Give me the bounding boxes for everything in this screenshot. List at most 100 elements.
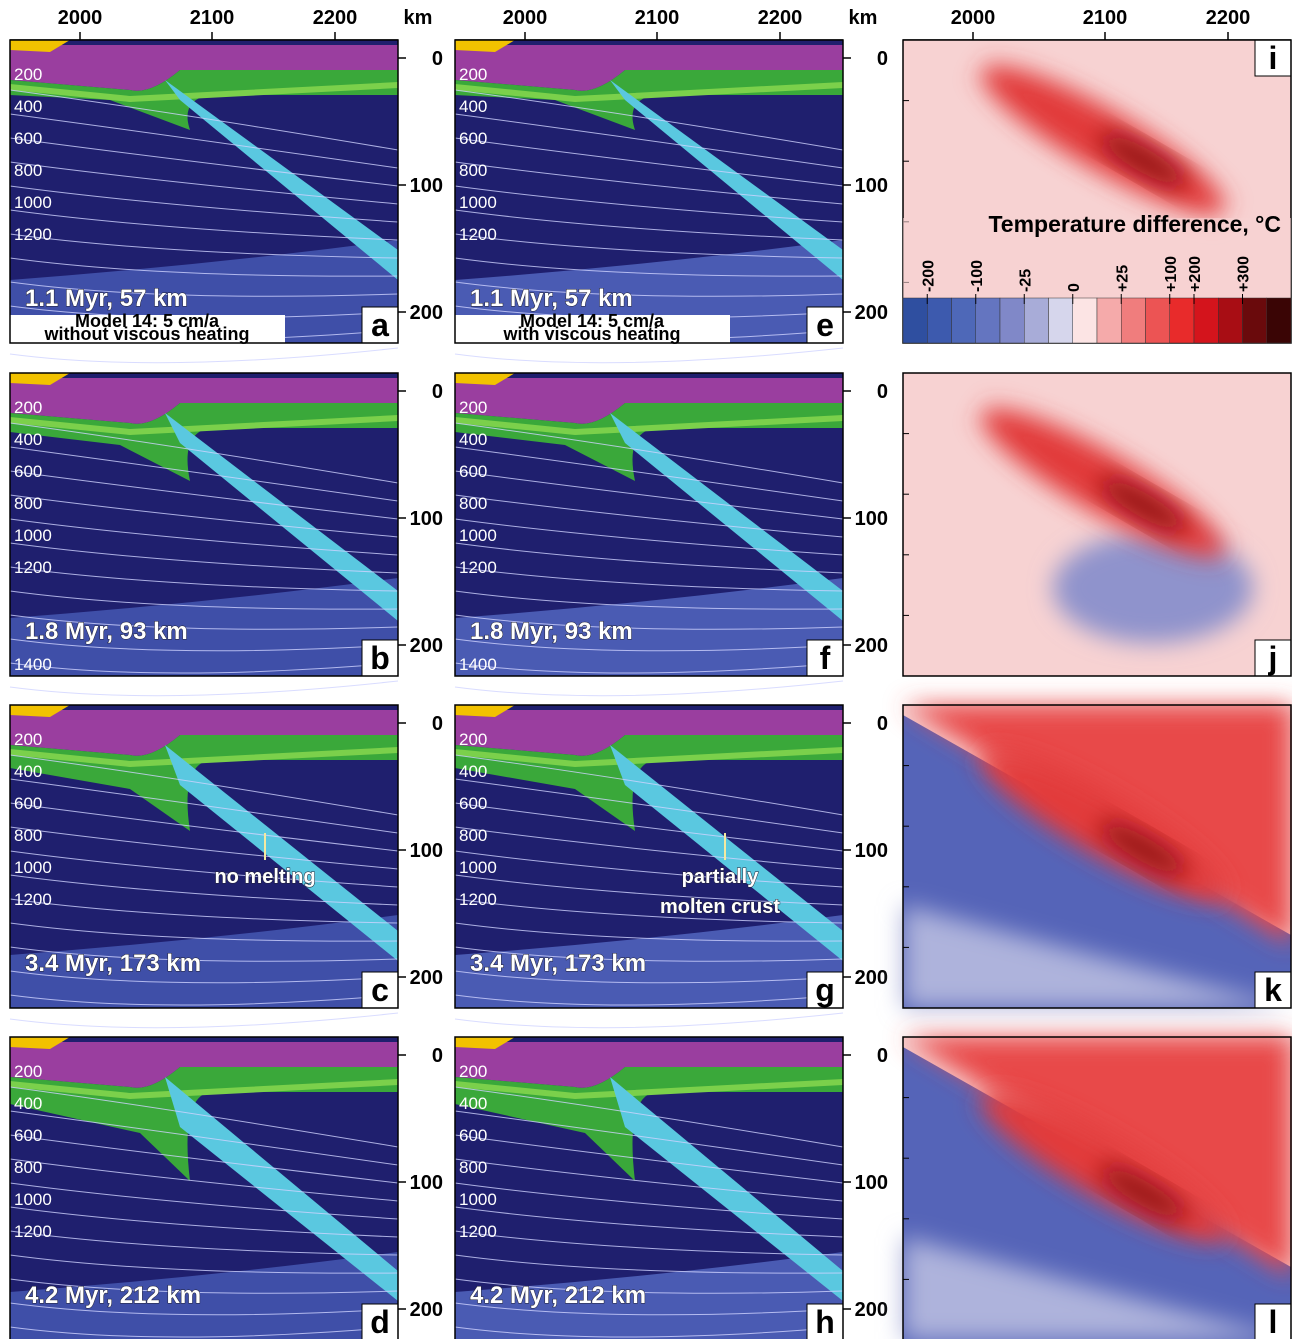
colorbar-cell	[952, 298, 976, 343]
depth-label: 0	[877, 1045, 888, 1067]
depth-label: 200	[855, 1299, 888, 1321]
time-caption: 4.2 Myr, 212 km	[25, 1282, 201, 1309]
colorbar-cell	[1218, 298, 1242, 343]
colorbar-cell	[903, 298, 927, 343]
isotherm-label: 600	[459, 794, 487, 813]
isotherm-label: 200	[14, 65, 42, 84]
isotherm-label: 200	[459, 1062, 487, 1081]
depth-label: 0	[877, 48, 888, 70]
isotherm-label: 800	[14, 826, 42, 845]
isotherm-line	[455, 1013, 843, 1028]
colorbar-cell	[1049, 298, 1073, 343]
isotherm-label: 1400	[459, 655, 497, 674]
depth-label: 200	[410, 635, 443, 657]
x-tick-label: 2000	[58, 7, 103, 29]
colorbar-label: +200	[1187, 256, 1204, 292]
isotherm-label: 400	[459, 430, 487, 449]
depth-label: 100	[410, 840, 443, 862]
panel-letter: h	[815, 1304, 835, 1339]
model-panel: 200400600800100012004.2 Myr, 212 kmd	[10, 1037, 398, 1339]
isotherm-line	[10, 348, 398, 363]
isotherm-label: 400	[14, 1094, 42, 1113]
colorbar-label: -100	[969, 260, 986, 292]
colorbar-cell	[1194, 298, 1218, 343]
depth-label: 100	[410, 1172, 443, 1194]
isotherm-label: 800	[14, 1158, 42, 1177]
isotherm-label: 600	[14, 129, 42, 148]
colorbar-cell	[976, 298, 1000, 343]
isotherm-label: 800	[14, 161, 42, 180]
isotherm-label: 200	[459, 730, 487, 749]
x-tick-label: 2100	[1083, 7, 1128, 29]
colorbar-title: Temperature difference, °C	[988, 211, 1281, 237]
colorbar-cell	[1267, 298, 1291, 343]
isotherm-label: 400	[459, 762, 487, 781]
model-panel: 200400600800100012001.1 Myr, 57 kmModel …	[455, 40, 843, 363]
time-caption: 3.4 Myr, 173 km	[470, 950, 646, 977]
colorbar-label: +100	[1163, 256, 1180, 292]
colorbar-cell	[1097, 298, 1121, 343]
isotherm-label: 400	[14, 762, 42, 781]
page: 200021002200km200021002200km200021002200…	[0, 0, 1292, 1344]
depth-label: 100	[855, 840, 888, 862]
isotherm-label: 200	[14, 398, 42, 417]
isotherm-label: 800	[459, 826, 487, 845]
depth-label: 200	[855, 302, 888, 324]
depth-label: 0	[877, 381, 888, 403]
depth-label: 200	[410, 967, 443, 989]
depth-label: 100	[855, 1172, 888, 1194]
depth-label: 200	[410, 1299, 443, 1321]
annotation: molten crust	[660, 896, 780, 918]
time-caption: 1.1 Myr, 57 km	[25, 285, 188, 312]
colorbar-cell	[927, 298, 951, 343]
time-caption: 4.2 Myr, 212 km	[470, 1282, 646, 1309]
panel-letter: i	[1269, 40, 1278, 76]
isotherm-label: 1000	[14, 526, 52, 545]
isotherm-label: 1000	[14, 858, 52, 877]
colorbar-label: -200	[920, 260, 937, 292]
colorbar-label: -25	[1017, 269, 1034, 292]
x-unit: km	[849, 7, 878, 29]
isotherm-label: 400	[14, 430, 42, 449]
colorbar-cell	[1170, 298, 1194, 343]
isotherm-line	[455, 348, 843, 363]
panel-letter: j	[1268, 640, 1278, 676]
isotherm-label: 1000	[459, 858, 497, 877]
isotherm-line	[455, 681, 843, 696]
colorbar-label: +300	[1236, 256, 1253, 292]
model-heating: without viscous heating	[43, 324, 249, 344]
isotherm-line	[10, 1013, 398, 1028]
isotherm-label: 600	[459, 129, 487, 148]
depth-label: 100	[855, 508, 888, 530]
time-caption: 3.4 Myr, 173 km	[25, 950, 201, 977]
x-tick-label: 2000	[951, 7, 996, 29]
isotherm-label: 200	[459, 65, 487, 84]
difference-panel: k	[903, 705, 1291, 1008]
depth-label: 200	[410, 302, 443, 324]
colorbar-cell	[1000, 298, 1024, 343]
panel-letter: g	[815, 972, 835, 1008]
depth-label: 0	[432, 1045, 443, 1067]
isotherm-label: 1200	[14, 890, 52, 909]
isotherm-label: 1200	[459, 1222, 497, 1241]
isotherm-line	[10, 681, 398, 696]
depth-label: 200	[855, 967, 888, 989]
isotherm-label: 1000	[14, 1190, 52, 1209]
isotherm-label: 600	[14, 1126, 42, 1145]
isotherm-label: 600	[459, 462, 487, 481]
panel-letter: l	[1269, 1304, 1278, 1339]
panel-letter: b	[370, 640, 390, 676]
x-tick-label: 2100	[635, 7, 680, 29]
panel-letter: e	[816, 307, 834, 343]
time-caption: 1.8 Myr, 93 km	[470, 618, 633, 645]
panel-letter: f	[820, 640, 831, 676]
isotherm-label: 1000	[459, 193, 497, 212]
isotherm-label: 1200	[459, 558, 497, 577]
isotherm-label: 1000	[459, 1190, 497, 1209]
depth-label: 100	[410, 508, 443, 530]
isotherm-label: 1400	[14, 655, 52, 674]
x-tick-label: 2200	[313, 7, 358, 29]
difference-panel: j	[903, 373, 1291, 676]
x-tick-label: 2200	[758, 7, 803, 29]
